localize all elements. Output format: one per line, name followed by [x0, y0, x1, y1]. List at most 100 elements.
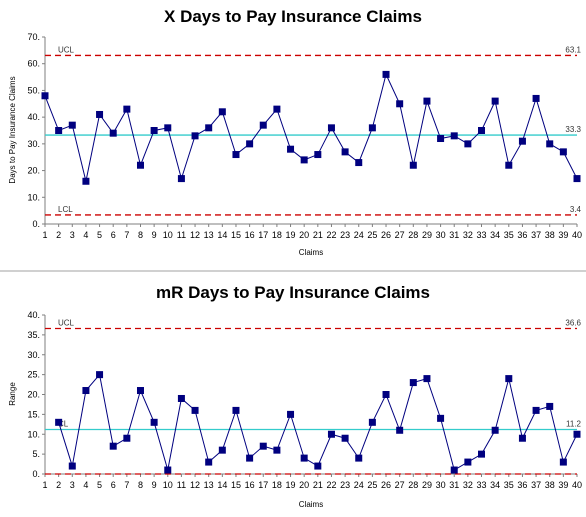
mr-chart-xtick-label: 38	[545, 480, 555, 490]
x-chart-xtick-label: 25	[367, 230, 377, 240]
x-chart-xtick-label: 19	[286, 230, 296, 240]
mr-chart-point	[259, 442, 267, 450]
x-chart-point	[355, 159, 363, 167]
mr-chart-point	[437, 414, 445, 422]
mr-chart-xtick-label: 4	[83, 480, 88, 490]
x-chart-point	[136, 161, 144, 169]
mr-chart-xtick-label: 40	[572, 480, 582, 490]
x-chart-point	[96, 110, 104, 118]
x-chart-xtick-label: 36	[517, 230, 527, 240]
mr-chart-ytick-label: 10.	[27, 429, 40, 439]
x-chart-point	[205, 124, 213, 132]
mr-chart-point	[450, 466, 458, 474]
mr-chart-point	[273, 446, 281, 454]
mr-chart-ytick-label: 35.	[27, 330, 40, 340]
x-chart-center-value: 33.3	[565, 125, 581, 134]
mr-chart-xtick-label: 24	[354, 480, 364, 490]
mr-chart-xtick-label: 2	[56, 480, 61, 490]
x-chart-xtick-label: 33	[477, 230, 487, 240]
mr-chart-point	[109, 442, 117, 450]
mr-chart-xtick-label: 17	[258, 480, 268, 490]
x-chart-point	[232, 151, 240, 159]
mr-chart-point	[205, 458, 213, 466]
mr-chart-xtick-label: 26	[381, 480, 391, 490]
mr-chart-title: mR Days to Pay Insurance Claims	[156, 283, 430, 302]
mr-chart-xtick-label: 13	[204, 480, 214, 490]
x-chart-point	[164, 124, 172, 132]
mr-chart-point	[191, 406, 199, 414]
x-chart-point	[546, 140, 554, 148]
mr-chart-ytick-label: 0.	[32, 469, 40, 479]
x-chart-xtick-label: 6	[111, 230, 116, 240]
x-chart-xtick-label: 7	[124, 230, 129, 240]
mr-chart-xtick-label: 19	[286, 480, 296, 490]
x-chart-xtick-label: 17	[258, 230, 268, 240]
mr-chart-series-line	[58, 373, 578, 471]
x-chart-xtick-label: 21	[313, 230, 323, 240]
mr-chart-point	[218, 446, 226, 454]
mr-chart-ytick-label: 40.	[27, 310, 40, 320]
mr-chart-point	[82, 387, 90, 395]
mr-chart-xtick-label: 14	[217, 480, 227, 490]
x-chart-ucl-value: 63.1	[565, 45, 581, 54]
mr-chart-point	[368, 418, 376, 426]
x-chart-title: X Days to Pay Insurance Claims	[164, 7, 422, 26]
mr-chart-point	[423, 375, 431, 383]
x-chart-xtick-label: 2	[56, 230, 61, 240]
x-chart-point	[409, 161, 417, 169]
x-chart-point	[341, 148, 349, 156]
mr-chart-xtick-label: 32	[463, 480, 473, 490]
x-chart-point	[55, 127, 63, 134]
x-chart-point	[382, 70, 390, 78]
mr-chart-ytick-label: 30.	[27, 350, 40, 360]
x-chart-xtick-label: 3	[70, 230, 75, 240]
x-chart-xtick-label: 35	[504, 230, 514, 240]
mr-chart-xtick-label: 18	[272, 480, 282, 490]
x-chart-xtick-label: 1	[42, 230, 47, 240]
mr-chart-xtick-label: 5	[97, 480, 102, 490]
mr-chart-point	[232, 406, 240, 414]
mr-chart-xtick-label: 34	[490, 480, 500, 490]
x-chart-point	[559, 148, 567, 156]
x-chart-xlabel: Claims	[299, 248, 323, 257]
mr-chart-xtick-label: 23	[340, 480, 350, 490]
x-chart-point	[368, 124, 376, 132]
mr-chart-point	[532, 406, 540, 414]
mr-chart-point	[177, 394, 185, 402]
x-chart-ytick-label: 10.	[27, 192, 40, 202]
x-chart-point	[532, 94, 540, 102]
x-chart-xtick-label: 32	[463, 230, 473, 240]
mr-chart-xtick-label: 33	[477, 480, 487, 490]
mr-chart-xtick-label: 3	[70, 480, 75, 490]
mr-chart-point	[164, 466, 172, 474]
x-chart-ytick-label: 0.	[32, 219, 40, 229]
mr-chart-point	[287, 410, 295, 418]
x-chart-ytick-label: 60.	[27, 59, 40, 69]
mr-chart-xtick-label: 29	[422, 480, 432, 490]
mr-chart-xtick-label: 9	[152, 480, 157, 490]
x-chart-xtick-label: 5	[97, 230, 102, 240]
x-chart-xtick-label: 31	[449, 230, 459, 240]
mr-chart-point	[573, 430, 581, 438]
x-chart-xtick-label: 13	[204, 230, 214, 240]
x-chart-point	[287, 145, 295, 153]
x-chart-point	[123, 105, 131, 113]
mr-chart-ucl-label: UCL	[58, 319, 75, 328]
x-chart-point	[314, 151, 322, 159]
mr-chart-xtick-label: 6	[111, 480, 116, 490]
mr-chart-xtick-label: 21	[313, 480, 323, 490]
x-chart-xtick-label: 4	[83, 230, 88, 240]
x-chart-point	[573, 175, 581, 183]
x-chart-point	[68, 121, 76, 129]
x-chart-xtick-label: 23	[340, 230, 350, 240]
mr-chart-ytick-label: 25.	[27, 370, 40, 380]
mr-chart-xtick-label: 36	[517, 480, 527, 490]
x-chart-xtick-label: 28	[408, 230, 418, 240]
x-chart-point	[327, 124, 335, 132]
x-chart-point	[41, 92, 49, 100]
mr-chart-xtick-label: 8	[138, 480, 143, 490]
mr-chart-ylabel: Range	[8, 382, 17, 406]
x-chart-ytick-label: 20.	[27, 166, 40, 176]
x-chart-xtick-label: 10	[163, 230, 173, 240]
